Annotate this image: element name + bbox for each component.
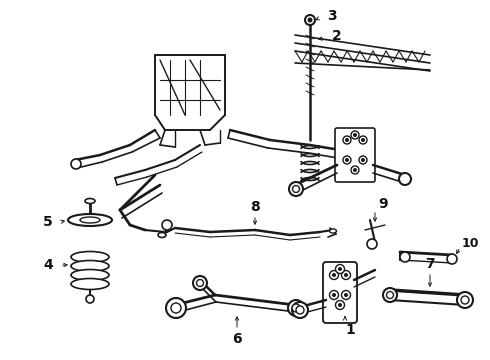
Circle shape <box>361 138 365 142</box>
Text: 4: 4 <box>43 258 53 272</box>
Ellipse shape <box>387 292 393 298</box>
Circle shape <box>344 273 348 277</box>
Circle shape <box>343 156 351 164</box>
Ellipse shape <box>457 292 473 308</box>
Circle shape <box>345 158 349 162</box>
Text: 10: 10 <box>461 237 479 249</box>
Ellipse shape <box>158 233 166 238</box>
Circle shape <box>296 306 304 314</box>
Circle shape <box>332 293 336 297</box>
Circle shape <box>308 18 313 23</box>
Circle shape <box>293 185 299 193</box>
Circle shape <box>329 270 339 279</box>
Ellipse shape <box>329 229 337 233</box>
Ellipse shape <box>68 214 112 226</box>
Text: 1: 1 <box>345 323 355 337</box>
Text: 3: 3 <box>327 9 337 23</box>
Ellipse shape <box>71 279 109 289</box>
Circle shape <box>338 267 342 271</box>
Text: 6: 6 <box>232 332 242 346</box>
Text: 9: 9 <box>378 197 388 211</box>
Circle shape <box>305 15 315 25</box>
Circle shape <box>359 156 367 164</box>
Circle shape <box>351 131 359 139</box>
Ellipse shape <box>383 288 397 302</box>
Circle shape <box>336 265 344 274</box>
Circle shape <box>367 239 377 249</box>
Text: 8: 8 <box>250 200 260 214</box>
Circle shape <box>166 298 186 318</box>
Ellipse shape <box>71 252 109 262</box>
FancyBboxPatch shape <box>335 128 375 182</box>
FancyBboxPatch shape <box>323 262 357 323</box>
Circle shape <box>342 291 350 300</box>
Circle shape <box>359 136 367 144</box>
Circle shape <box>447 254 457 264</box>
Circle shape <box>345 138 349 142</box>
Circle shape <box>171 303 181 313</box>
Circle shape <box>162 220 172 230</box>
Circle shape <box>289 182 303 196</box>
Circle shape <box>353 133 357 137</box>
Circle shape <box>400 252 410 262</box>
Ellipse shape <box>461 296 469 304</box>
Circle shape <box>361 158 365 162</box>
Text: 5: 5 <box>43 215 53 229</box>
Circle shape <box>292 302 308 318</box>
Circle shape <box>342 270 350 279</box>
Circle shape <box>292 304 300 312</box>
Circle shape <box>353 168 357 172</box>
Ellipse shape <box>71 270 109 280</box>
Circle shape <box>336 301 344 310</box>
Circle shape <box>343 136 351 144</box>
Circle shape <box>193 276 207 290</box>
Circle shape <box>399 173 411 185</box>
Text: 7: 7 <box>425 257 435 271</box>
Ellipse shape <box>80 217 100 223</box>
Circle shape <box>329 291 339 300</box>
Circle shape <box>338 303 342 307</box>
Circle shape <box>351 166 359 174</box>
Text: 2: 2 <box>332 29 342 43</box>
Circle shape <box>196 279 203 287</box>
Circle shape <box>332 273 336 277</box>
Circle shape <box>86 295 94 303</box>
Circle shape <box>288 300 304 316</box>
Ellipse shape <box>85 198 95 203</box>
Circle shape <box>71 159 81 169</box>
Circle shape <box>344 293 348 297</box>
Ellipse shape <box>71 261 109 271</box>
